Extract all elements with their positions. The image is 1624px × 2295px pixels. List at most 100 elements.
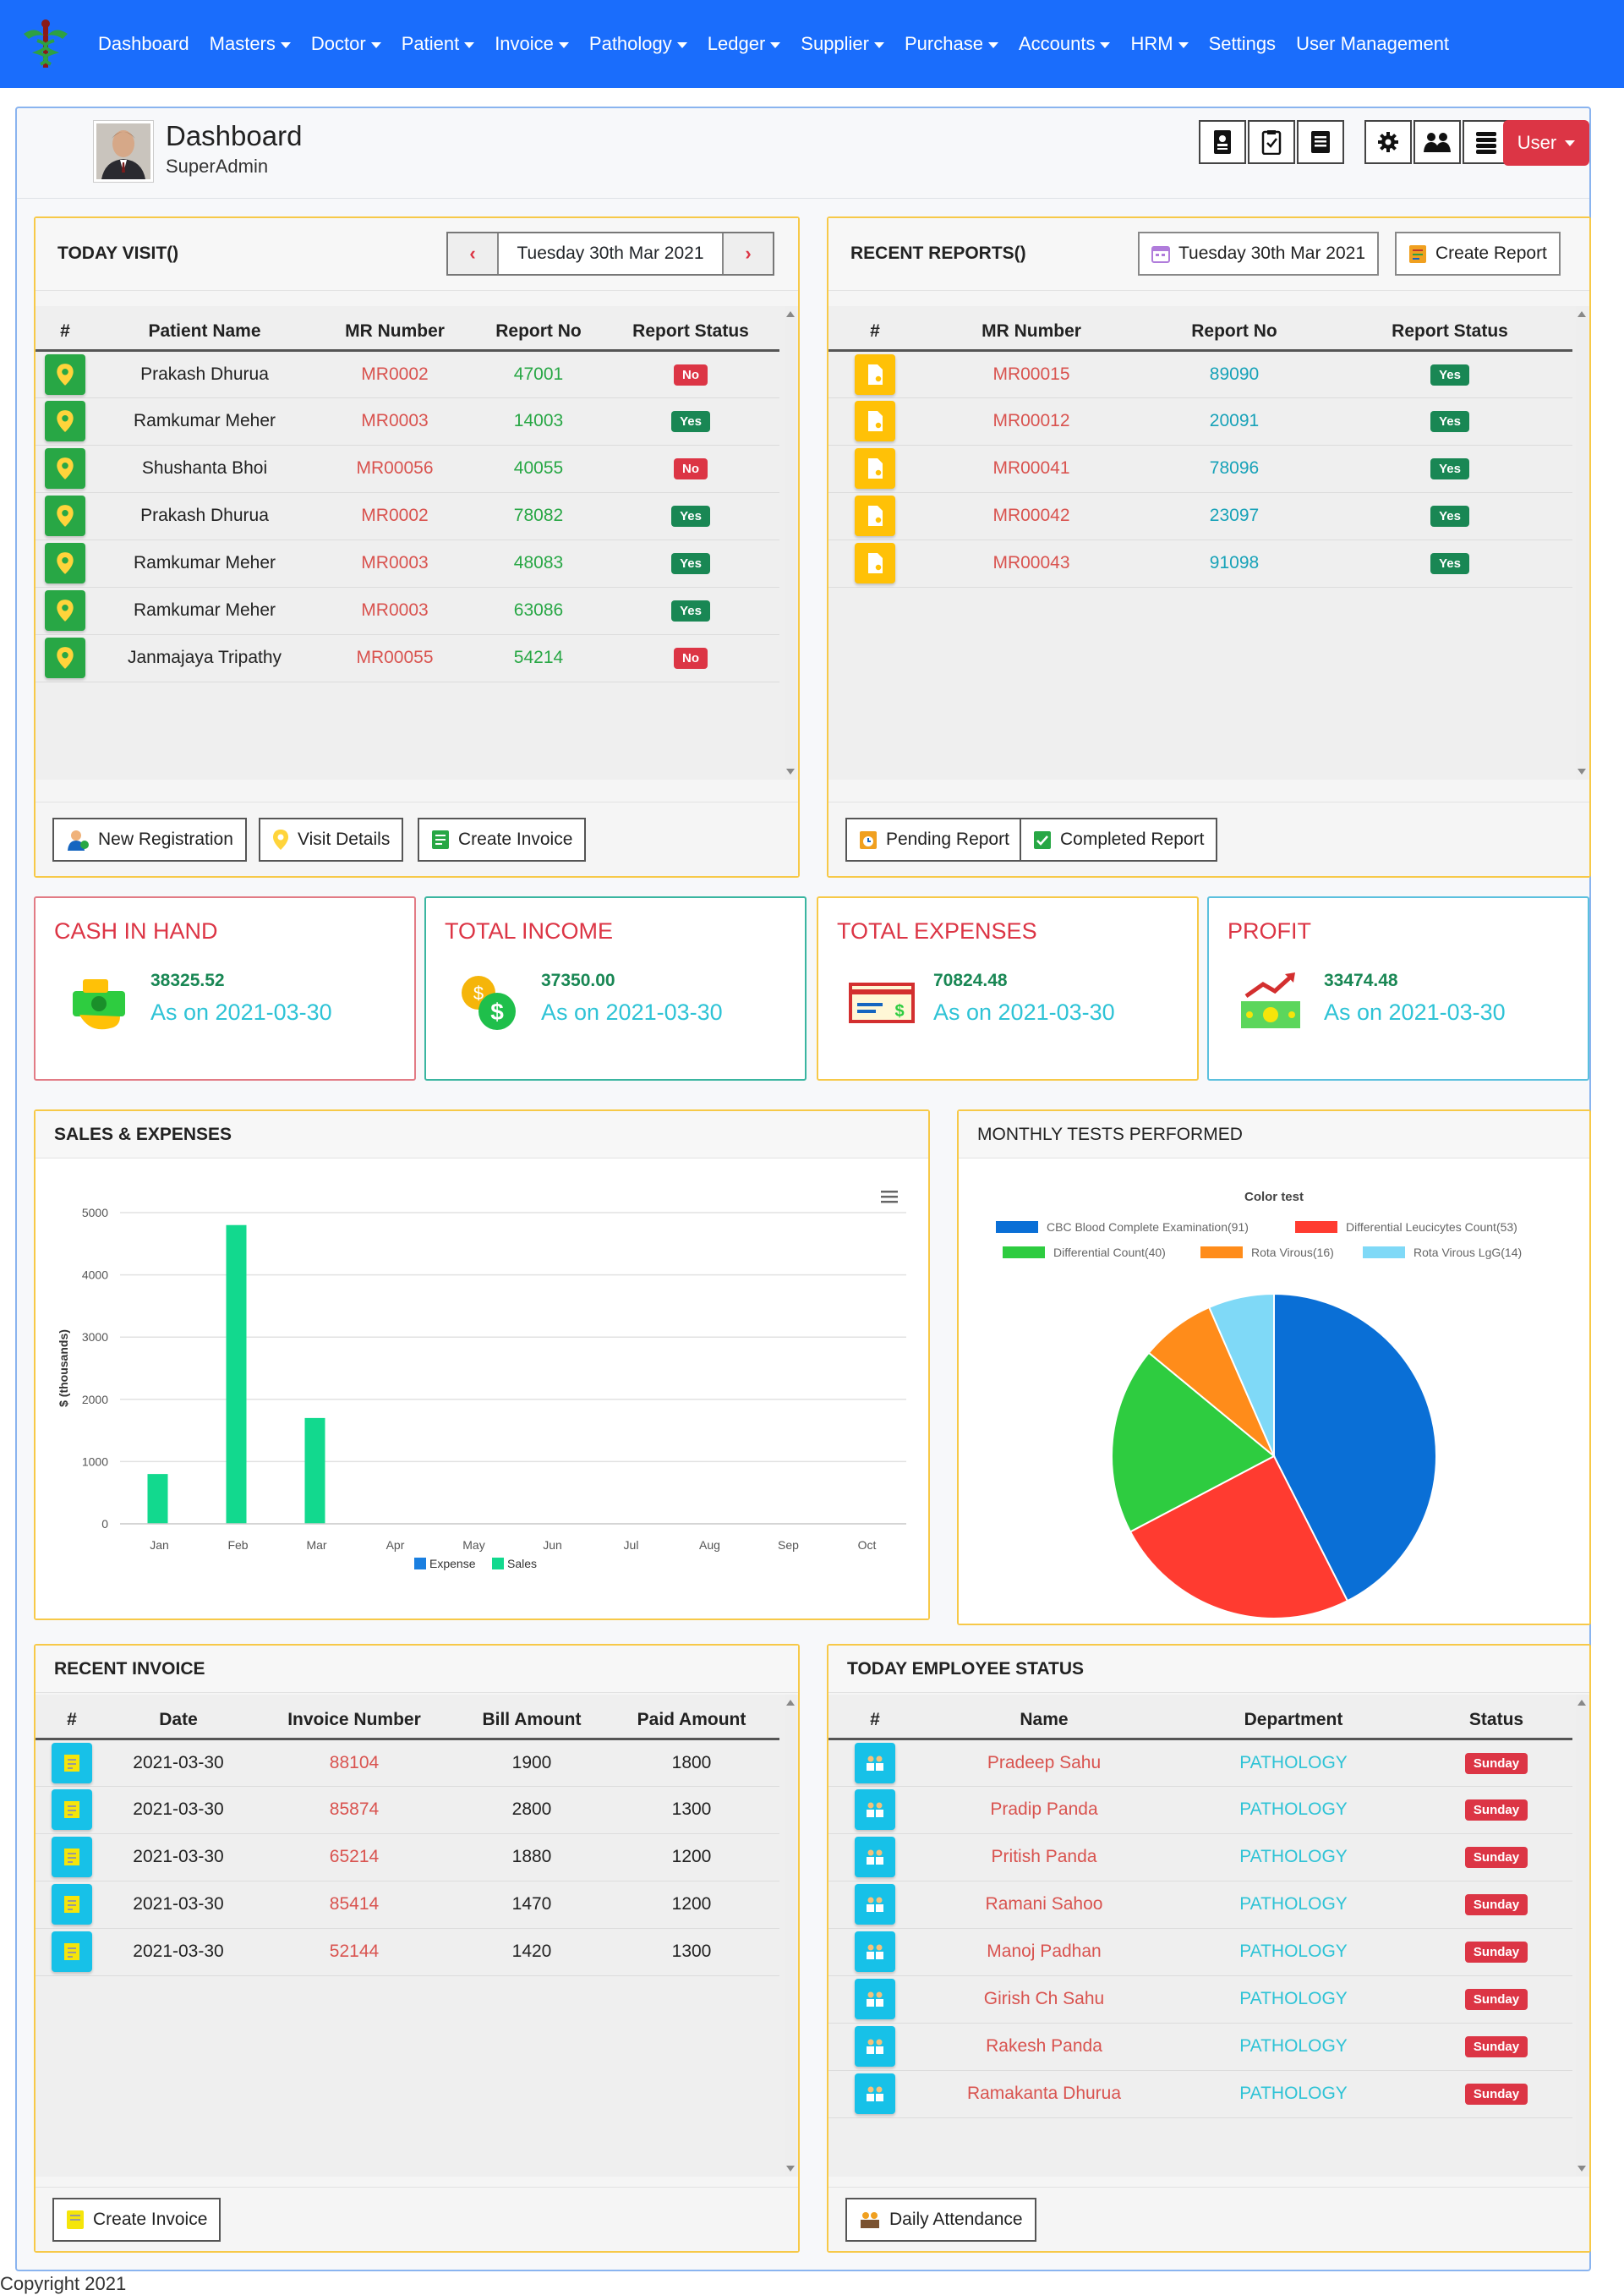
table-row[interactable]: Shushanta Bhoi MR00056 40055 No [36, 445, 779, 493]
mr-number[interactable]: MR0002 [314, 492, 475, 540]
column-header[interactable]: Department [1167, 1703, 1420, 1740]
report-number[interactable]: 78082 [475, 492, 602, 540]
legend-item[interactable]: Rota Virous(16) [1200, 1246, 1334, 1259]
stat-card-cash-in-hand[interactable]: CASH IN HAND 38325.52 As on 2021-03-30 [34, 896, 416, 1081]
column-header[interactable]: Report No [475, 315, 602, 352]
table-row[interactable]: 2021-03-30 85414 1470 1200 [36, 1881, 779, 1929]
mr-number[interactable]: MR00043 [921, 540, 1141, 588]
bar-sales-mar[interactable] [304, 1417, 325, 1524]
report-number[interactable]: 48083 [475, 540, 602, 588]
table-row[interactable]: Prakash Dhurua MR0002 78082 Yes [36, 492, 779, 540]
prev-date-button[interactable]: ‹ [448, 233, 499, 274]
mr-number[interactable]: MR0002 [314, 350, 475, 398]
mr-number[interactable]: MR00012 [921, 397, 1141, 446]
nav-item-purchase[interactable]: Purchase [905, 33, 998, 55]
report-number[interactable]: 63086 [475, 587, 602, 635]
report-number[interactable]: 14003 [475, 397, 602, 446]
nav-item-settings[interactable]: Settings [1209, 33, 1277, 55]
mr-number[interactable]: MR00055 [314, 634, 475, 682]
column-header[interactable]: Invoice Number [249, 1703, 460, 1740]
employee-icon[interactable] [855, 2026, 895, 2067]
nav-item-hrm[interactable]: HRM [1130, 33, 1189, 55]
table-row[interactable]: Manoj Padhan PATHOLOGY Sunday [828, 1928, 1572, 1976]
nav-item-doctor[interactable]: Doctor [311, 33, 381, 55]
legend-item-sales[interactable]: Sales [492, 1557, 537, 1570]
employee-name[interactable]: Rakesh Panda [921, 2023, 1167, 2071]
employee-name[interactable]: Ramakanta Dhurua [921, 2070, 1167, 2118]
column-header[interactable]: Report Status [1327, 315, 1572, 352]
nav-item-supplier[interactable]: Supplier [801, 33, 884, 55]
avatar[interactable] [93, 120, 154, 183]
table-row[interactable]: MR00043 91098 Yes [828, 540, 1572, 588]
column-header[interactable]: # [36, 1703, 108, 1740]
report-number[interactable]: 47001 [475, 350, 602, 398]
employee-icon[interactable] [855, 1789, 895, 1830]
completed-report-button[interactable]: Completed Report [1020, 818, 1218, 862]
table-row[interactable]: Ramani Sahoo PATHOLOGY Sunday [828, 1881, 1572, 1929]
mr-number[interactable]: MR00056 [314, 445, 475, 493]
column-header[interactable]: # [828, 1703, 921, 1740]
location-pin-icon[interactable] [45, 401, 85, 441]
mr-number[interactable]: MR00015 [921, 350, 1141, 398]
report-number[interactable]: 20091 [1141, 397, 1327, 446]
employee-icon[interactable] [855, 1884, 895, 1925]
caduceus-logo-icon[interactable] [19, 17, 73, 71]
location-pin-icon[interactable] [45, 353, 85, 395]
location-pin-icon[interactable] [45, 638, 85, 678]
create-invoice-footer-button[interactable]: Create Invoice [52, 2198, 221, 2242]
chart-menu-icon[interactable] [881, 1191, 898, 1203]
report-document-icon[interactable] [855, 353, 895, 395]
employee-icon[interactable] [855, 1931, 895, 1972]
employee-name[interactable]: Pritish Panda [921, 1833, 1167, 1881]
nav-item-masters[interactable]: Masters [210, 33, 291, 55]
invoice-icon[interactable] [52, 1742, 92, 1783]
column-header[interactable]: Paid Amount [604, 1703, 779, 1740]
daily-attendance-button[interactable]: Daily Attendance [845, 2198, 1036, 2242]
column-header[interactable]: MR Number [314, 315, 475, 352]
mr-number[interactable]: MR00042 [921, 492, 1141, 540]
stat-card-total-expenses[interactable]: TOTAL EXPENSES $70824.48 As on 2021-03-30 [817, 896, 1199, 1081]
legend-item-expense[interactable]: Expense [414, 1557, 476, 1570]
nav-item-accounts[interactable]: Accounts [1019, 33, 1111, 55]
report-number[interactable]: 54214 [475, 634, 602, 682]
scrollbar[interactable] [1576, 1695, 1588, 2177]
contacts-button[interactable] [1199, 120, 1246, 164]
nav-item-patient[interactable]: Patient [402, 33, 475, 55]
pending-report-button[interactable]: Pending Report [845, 818, 1023, 862]
visit-details-button[interactable]: Visit Details [259, 818, 404, 862]
table-row[interactable]: MR00015 89090 Yes [828, 350, 1572, 398]
bar-sales-feb[interactable] [226, 1224, 247, 1524]
next-date-button[interactable]: › [722, 233, 773, 274]
table-row[interactable]: MR00041 78096 Yes [828, 445, 1572, 493]
table-row[interactable]: Prakash Dhurua MR0002 47001 No [36, 350, 779, 398]
invoice-number[interactable]: 85874 [249, 1786, 460, 1834]
table-row[interactable]: MR00012 20091 Yes [828, 397, 1572, 446]
legend-item[interactable]: Differential Count(40) [1003, 1246, 1166, 1259]
mr-number[interactable]: MR00041 [921, 445, 1141, 493]
table-row[interactable]: Ramkumar Meher MR0003 48083 Yes [36, 540, 779, 588]
column-header[interactable]: Patient Name [95, 315, 314, 352]
scrollbar[interactable] [785, 306, 796, 780]
location-pin-icon[interactable] [45, 590, 85, 631]
report-document-icon[interactable] [855, 401, 895, 441]
table-row[interactable]: MR00042 23097 Yes [828, 492, 1572, 540]
pie-slice-0[interactable] [1273, 1292, 1437, 1602]
column-header[interactable]: Bill Amount [460, 1703, 604, 1740]
report-date-picker[interactable]: Tuesday 30th Mar 2021 [1138, 232, 1380, 276]
table-row[interactable]: Ramkumar Meher MR0003 14003 Yes [36, 397, 779, 446]
report-document-icon[interactable] [855, 496, 895, 536]
new-registration-button[interactable]: New Registration [52, 818, 247, 862]
legend-item[interactable]: Rota Virous LgG(14) [1363, 1246, 1522, 1259]
tasks-button[interactable] [1248, 120, 1295, 164]
pie-slice-2[interactable] [1111, 1351, 1276, 1533]
invoice-number[interactable]: 88104 [249, 1739, 460, 1787]
report-number[interactable]: 78096 [1141, 445, 1327, 493]
nav-item-pathology[interactable]: Pathology [589, 33, 687, 55]
stat-card-total-income[interactable]: TOTAL INCOME $ $37350.00 As on 2021-03-30 [424, 896, 807, 1081]
pie-slice-4[interactable] [1207, 1292, 1275, 1457]
report-number[interactable]: 40055 [475, 445, 602, 493]
invoice-number[interactable]: 52144 [249, 1928, 460, 1976]
nav-item-ledger[interactable]: Ledger [708, 33, 781, 55]
column-header[interactable]: Report No [1141, 315, 1327, 352]
database-button[interactable] [1463, 120, 1510, 164]
